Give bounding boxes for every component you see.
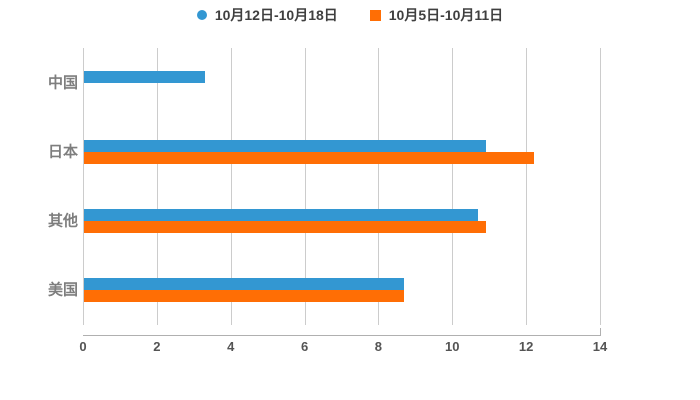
bar-series2[interactable] — [84, 221, 486, 234]
bar-series1[interactable] — [84, 139, 486, 152]
x-axis-line — [83, 335, 601, 336]
x-tick-label: 4 — [227, 339, 235, 354]
legend-item-series2[interactable]: 10月5日-10月11日 — [369, 5, 504, 25]
x-tick-label: 10 — [445, 339, 460, 354]
gridline — [83, 48, 84, 325]
bar-series2[interactable] — [84, 151, 534, 164]
legend-item-series1[interactable]: 10月12日-10月18日 — [196, 5, 338, 25]
bar-series1[interactable] — [84, 70, 205, 83]
y-category-label: 中国 — [47, 74, 78, 92]
gridline — [452, 48, 454, 325]
bar-series2[interactable] — [84, 290, 405, 303]
gridline — [600, 48, 601, 325]
x-tick-label: 2 — [153, 339, 161, 354]
gridline — [156, 48, 158, 325]
x-tick-label: 8 — [374, 339, 383, 354]
legend-square-marker-icon — [369, 9, 381, 21]
gridline — [378, 48, 380, 325]
gridline — [304, 48, 306, 325]
x-tick-label: 14 — [592, 339, 608, 354]
x-tick-label: 12 — [518, 339, 534, 354]
x-tick-label: 6 — [300, 339, 309, 354]
x-axis-end-tick — [600, 328, 601, 335]
y-category-label: 其他 — [47, 212, 78, 230]
gridline — [526, 48, 528, 325]
legend-label-series2: 10月5日-10月11日 — [388, 7, 504, 23]
bar-series1[interactable] — [84, 278, 405, 291]
chart-legend: 10月12日-10月18日 10月5日-10月11日 — [0, 5, 700, 25]
bar-series1[interactable] — [84, 209, 479, 222]
legend-circle-marker-icon — [196, 10, 207, 20]
gridline — [230, 48, 232, 325]
x-tick-label: 0 — [79, 339, 87, 354]
legend-label-series1: 10月12日-10月18日 — [214, 7, 338, 23]
y-category-label: 日本 — [47, 143, 78, 161]
y-category-label: 美国 — [47, 281, 78, 299]
